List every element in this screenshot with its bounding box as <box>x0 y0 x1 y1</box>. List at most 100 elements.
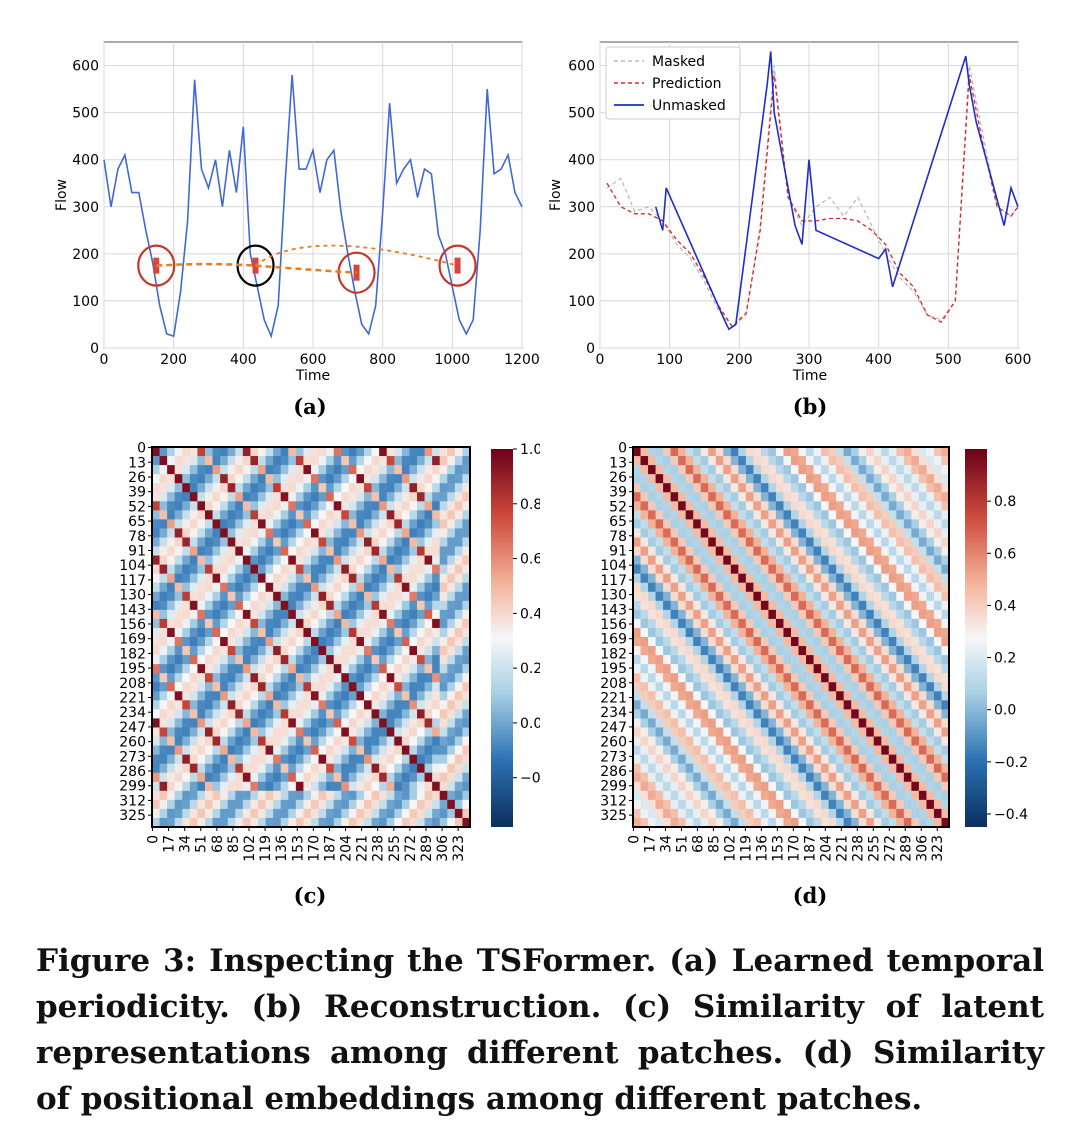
heatmap-cell <box>250 627 259 638</box>
heatmap-cell <box>806 555 815 566</box>
heatmap-cell <box>250 519 259 530</box>
heatmap-cell <box>663 790 672 801</box>
heatmap-cell <box>730 582 739 593</box>
heatmap-cell <box>288 510 297 520</box>
heatmap-cell <box>926 474 935 484</box>
heatmap-cell <box>265 474 274 484</box>
heatmap-cell <box>896 799 905 810</box>
heatmap-cell <box>159 664 168 674</box>
heatmap-cell <box>670 501 679 511</box>
heatmap-cell <box>280 600 289 611</box>
heatmap-cell <box>791 600 800 611</box>
heatmap-cell <box>280 609 289 620</box>
heatmap-cell <box>182 627 191 638</box>
heatmap-cell <box>708 772 717 783</box>
heatmap-cell <box>182 474 191 484</box>
heatmap-cell <box>326 682 335 692</box>
heatmap-cell <box>311 600 320 611</box>
heatmap-cell <box>462 483 471 493</box>
heatmap-cell <box>828 492 837 502</box>
heatmap-cell <box>866 682 875 692</box>
heatmap-cell <box>364 519 373 530</box>
heatmap-cell <box>685 483 694 493</box>
heatmap-cell <box>326 646 335 656</box>
heatmap-cell <box>250 646 259 656</box>
heatmap-cell <box>152 817 161 828</box>
heatmap-cell <box>663 646 672 656</box>
heatmap-cell <box>432 637 441 647</box>
heatmap-cell <box>174 492 183 502</box>
heatmap-cell <box>288 709 297 720</box>
heatmap-cell <box>212 618 221 629</box>
heatmap-cell <box>417 781 426 792</box>
heatmap-cell <box>700 736 709 747</box>
heatmap-cell <box>159 465 168 475</box>
heatmap-cell <box>333 447 342 457</box>
heatmap-cell <box>401 736 411 747</box>
heatmap-cell <box>753 817 762 828</box>
heatmap-cell <box>933 718 943 729</box>
heatmap-cell <box>364 618 373 629</box>
heatmap-cell <box>738 528 747 539</box>
heatmap-cell <box>821 492 830 502</box>
heatmap-cell <box>205 664 214 674</box>
heatmap-cell <box>708 700 717 710</box>
heatmap-cell <box>693 781 702 792</box>
heatmap-cell <box>371 709 380 720</box>
heatmap-cell <box>205 817 214 828</box>
heatmap-cell <box>768 709 777 720</box>
heatmap-cell <box>424 465 433 475</box>
x-tick-label: 136 <box>274 835 290 862</box>
heatmap-cell <box>167 745 176 756</box>
heatmap-cell <box>836 483 845 493</box>
heatmap-cell <box>836 790 845 801</box>
heatmap-cell <box>685 465 694 475</box>
heatmap-cell <box>693 790 702 801</box>
y-tick-label: 500 <box>72 106 99 122</box>
x-tick-label: 600 <box>1005 352 1032 368</box>
heatmap-cell <box>708 492 717 502</box>
heatmap-cell <box>318 799 327 810</box>
heatmap-cell <box>663 582 672 593</box>
heatmap-cell <box>753 600 762 611</box>
heatmap-cell <box>273 582 282 593</box>
heatmap-cell <box>843 745 852 756</box>
heatmap-cell <box>806 627 815 638</box>
heatmap-cell <box>648 709 657 720</box>
heatmap-cell <box>341 456 350 466</box>
heatmap-cell <box>903 781 912 792</box>
heatmap-cell <box>903 700 912 710</box>
heatmap-cell <box>836 718 845 729</box>
heatmap-cell <box>896 817 905 828</box>
heatmap-cell <box>205 691 214 701</box>
heatmap-cell <box>424 501 433 511</box>
heatmap-cell <box>409 600 418 611</box>
heatmap-cell <box>424 673 433 683</box>
heatmap-cell <box>738 591 747 602</box>
heatmap-cell <box>760 618 770 629</box>
heatmap-cell <box>152 510 161 520</box>
heatmap-cell <box>700 564 709 575</box>
heatmap-cell <box>159 564 168 575</box>
heatmap-cell <box>318 564 327 575</box>
heatmap-cell <box>280 817 289 828</box>
heatmap-cell <box>356 718 365 729</box>
heatmap-cell <box>881 474 890 484</box>
heatmap-cell <box>462 627 471 638</box>
heatmap-cell <box>828 528 837 539</box>
heatmap-cell <box>227 447 236 457</box>
heatmap-cell <box>685 790 694 801</box>
heatmap-cell <box>212 673 221 683</box>
heatmap-cell <box>760 519 770 530</box>
heatmap-cell <box>670 664 679 674</box>
heatmap-cell <box>174 646 183 656</box>
heatmap-cell <box>738 456 747 466</box>
heatmap-cell <box>648 609 657 620</box>
heatmap-cell <box>888 447 897 457</box>
heatmap-cell <box>836 664 845 674</box>
heatmap-cell <box>303 709 312 720</box>
heatmap-cell <box>663 781 672 792</box>
heatmap-cell <box>182 519 191 530</box>
heatmap-cell <box>258 609 267 620</box>
heatmap-cell <box>454 808 464 819</box>
